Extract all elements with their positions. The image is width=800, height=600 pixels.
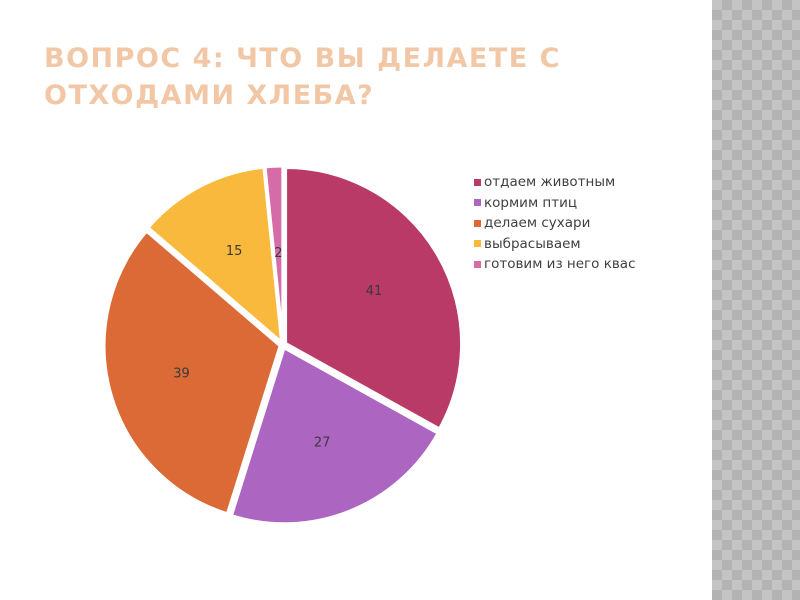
legend-item: готовим из него квас	[474, 254, 636, 275]
slide: ВОПРОС 4: ЧТО ВЫ ДЕЛАЕТЕ С ОТХОДАМИ ХЛЕБ…	[44, 40, 644, 526]
legend-label: готовим из него квас	[484, 256, 636, 273]
legend-swatch	[474, 178, 481, 186]
pie-slices	[102, 164, 464, 526]
legend-label: делаем сухари	[484, 215, 591, 232]
legend-item: отдаем животным	[474, 172, 636, 193]
legend-swatch	[474, 240, 481, 248]
legend-swatch	[474, 260, 481, 268]
legend-swatch	[474, 219, 481, 227]
pie-value-label: 15	[226, 244, 243, 259]
pie-slice	[229, 346, 440, 526]
pie-slice	[263, 164, 285, 344]
legend-label: отдаем животным	[484, 174, 616, 191]
legend-item: делаем сухари	[474, 213, 636, 234]
pie-slice	[146, 165, 284, 344]
legend-item: выбрасываем	[474, 234, 636, 255]
decorative-side-panel	[712, 0, 800, 600]
chart-legend: отдаем животным кормим птиц делаем сухари в…	[474, 172, 636, 275]
pie-value-label: 2	[274, 246, 282, 261]
pie-chart: 41 27 39 15 2	[102, 164, 464, 526]
legend-label: выбрасываем	[484, 235, 581, 252]
slide-title-line-1: ВОПРОС 4: ЧТО ВЫ ДЕЛАЕТЕ С	[44, 43, 561, 74]
pie-value-label: 39	[173, 367, 190, 382]
legend-swatch	[474, 199, 481, 207]
pie-slice	[102, 229, 282, 516]
slide-title-line-2: ОТХОДАМИ ХЛЕБА?	[44, 80, 375, 111]
slide-title: ВОПРОС 4: ЧТО ВЫ ДЕЛАЕТЕ С ОТХОДАМИ ХЛЕБ…	[44, 40, 644, 114]
pie-value-label: 27	[314, 436, 331, 451]
legend-item: кормим птиц	[474, 193, 636, 214]
pie-value-labels: 41 27 39 15 2	[173, 244, 382, 451]
pie-value-label: 41	[366, 284, 383, 299]
legend-label: кормим птиц	[484, 194, 578, 211]
pie-slice	[284, 165, 464, 431]
